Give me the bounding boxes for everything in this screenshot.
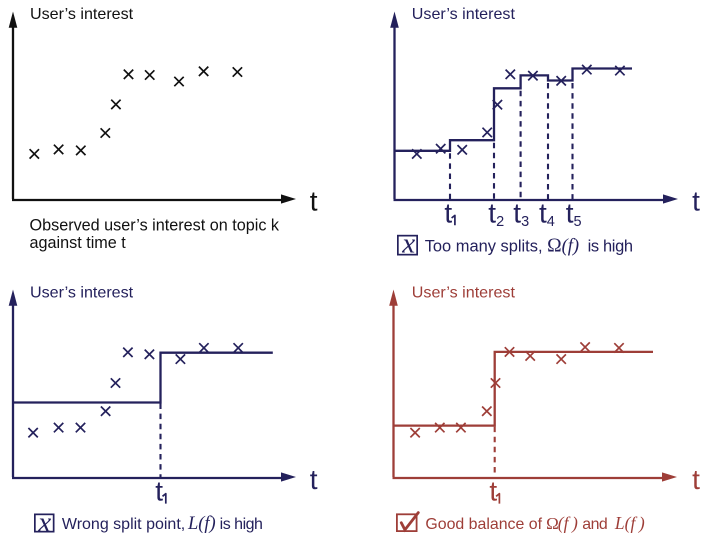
svg-text:t: t [692, 464, 700, 495]
svg-text:t3: t3 [513, 198, 529, 230]
svg-text:t: t [489, 475, 497, 506]
svg-text:t2: t2 [488, 198, 504, 230]
svg-text:against time t: against time t [30, 234, 127, 252]
svg-text:User’s interest: User’s interest [30, 5, 134, 23]
svg-text:User’s interest: User’s interest [30, 284, 134, 302]
svg-text:Wrong split point,L(f) is high: Wrong split point, L(f) is high [62, 514, 263, 534]
svg-text:Good balance of Ω(f ) and L(f: Good balance of Ω(f ) and L(f ) [425, 513, 644, 533]
svg-text:t: t [310, 186, 318, 217]
svg-text:x: x [37, 506, 51, 534]
svg-text:User’s interest: User’s interest [412, 5, 516, 23]
svg-text:Too many splits, Ω(f) is high: Too many splits, Ω(f) is high [425, 235, 633, 256]
svg-text:User’s interest: User’s interest [412, 284, 516, 302]
svg-text:t4: t4 [539, 198, 555, 230]
svg-text:t5: t5 [566, 198, 582, 230]
svg-text:t: t [155, 475, 163, 506]
svg-text:Observed user’s interest on to: Observed user’s interest on topic k [30, 217, 280, 235]
svg-text:t: t [310, 464, 318, 495]
svg-text:t: t [692, 186, 700, 217]
svg-text:t: t [444, 198, 452, 229]
svg-text:x: x [401, 227, 415, 259]
